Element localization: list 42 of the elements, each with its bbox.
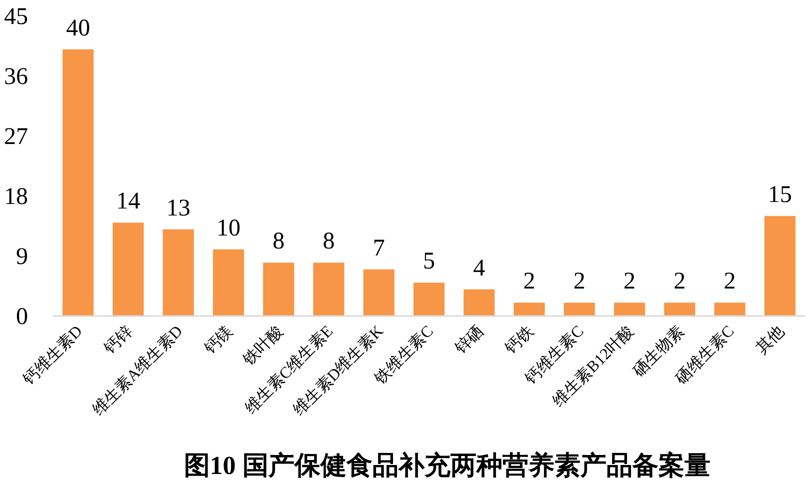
x-tick-label: 钙铁	[502, 322, 538, 358]
data-label: 14	[116, 188, 140, 215]
data-label: 13	[166, 195, 190, 222]
data-label: 2	[674, 268, 686, 295]
data-label: 2	[624, 268, 636, 295]
x-tick-label: 其他	[752, 322, 788, 358]
data-label: 2	[573, 268, 586, 295]
bar	[764, 216, 796, 316]
bar	[112, 222, 144, 316]
data-label: 10	[216, 215, 240, 242]
text: 图10 国产保健食品补充两种营养素产品备案量	[184, 451, 710, 480]
y-tick-label: 36	[4, 64, 28, 90]
bar	[313, 262, 344, 316]
y-tick-label: 9	[16, 244, 28, 270]
bar	[212, 249, 244, 316]
data-label: 2	[523, 268, 536, 295]
bar	[714, 302, 746, 316]
data-label: 4	[473, 255, 486, 282]
bar	[162, 229, 194, 316]
x-tick-label: 锌硒	[450, 322, 487, 358]
bar	[614, 302, 646, 316]
data-label: 15	[768, 182, 792, 208]
bar	[62, 49, 94, 316]
bar	[564, 302, 595, 316]
y-tick-label: 18	[4, 184, 28, 210]
data-label: 8	[272, 228, 285, 255]
x-tick-label: 钙锌	[100, 322, 136, 358]
bar	[464, 289, 495, 316]
bar	[263, 262, 294, 316]
x-tick-label: 钙镁	[200, 322, 236, 358]
y-tick-label: 0	[16, 304, 28, 330]
bar	[413, 282, 445, 316]
bar	[664, 302, 696, 316]
data-label: 8	[322, 228, 335, 255]
bar	[363, 269, 394, 316]
y-tick-label: 45	[4, 4, 28, 30]
data-label: 40	[66, 15, 90, 42]
data-label: 2	[724, 268, 736, 295]
bar	[514, 302, 545, 316]
data-label: 5	[423, 248, 435, 275]
data-label: 7	[372, 235, 385, 262]
y-tick-label: 27	[4, 124, 28, 150]
